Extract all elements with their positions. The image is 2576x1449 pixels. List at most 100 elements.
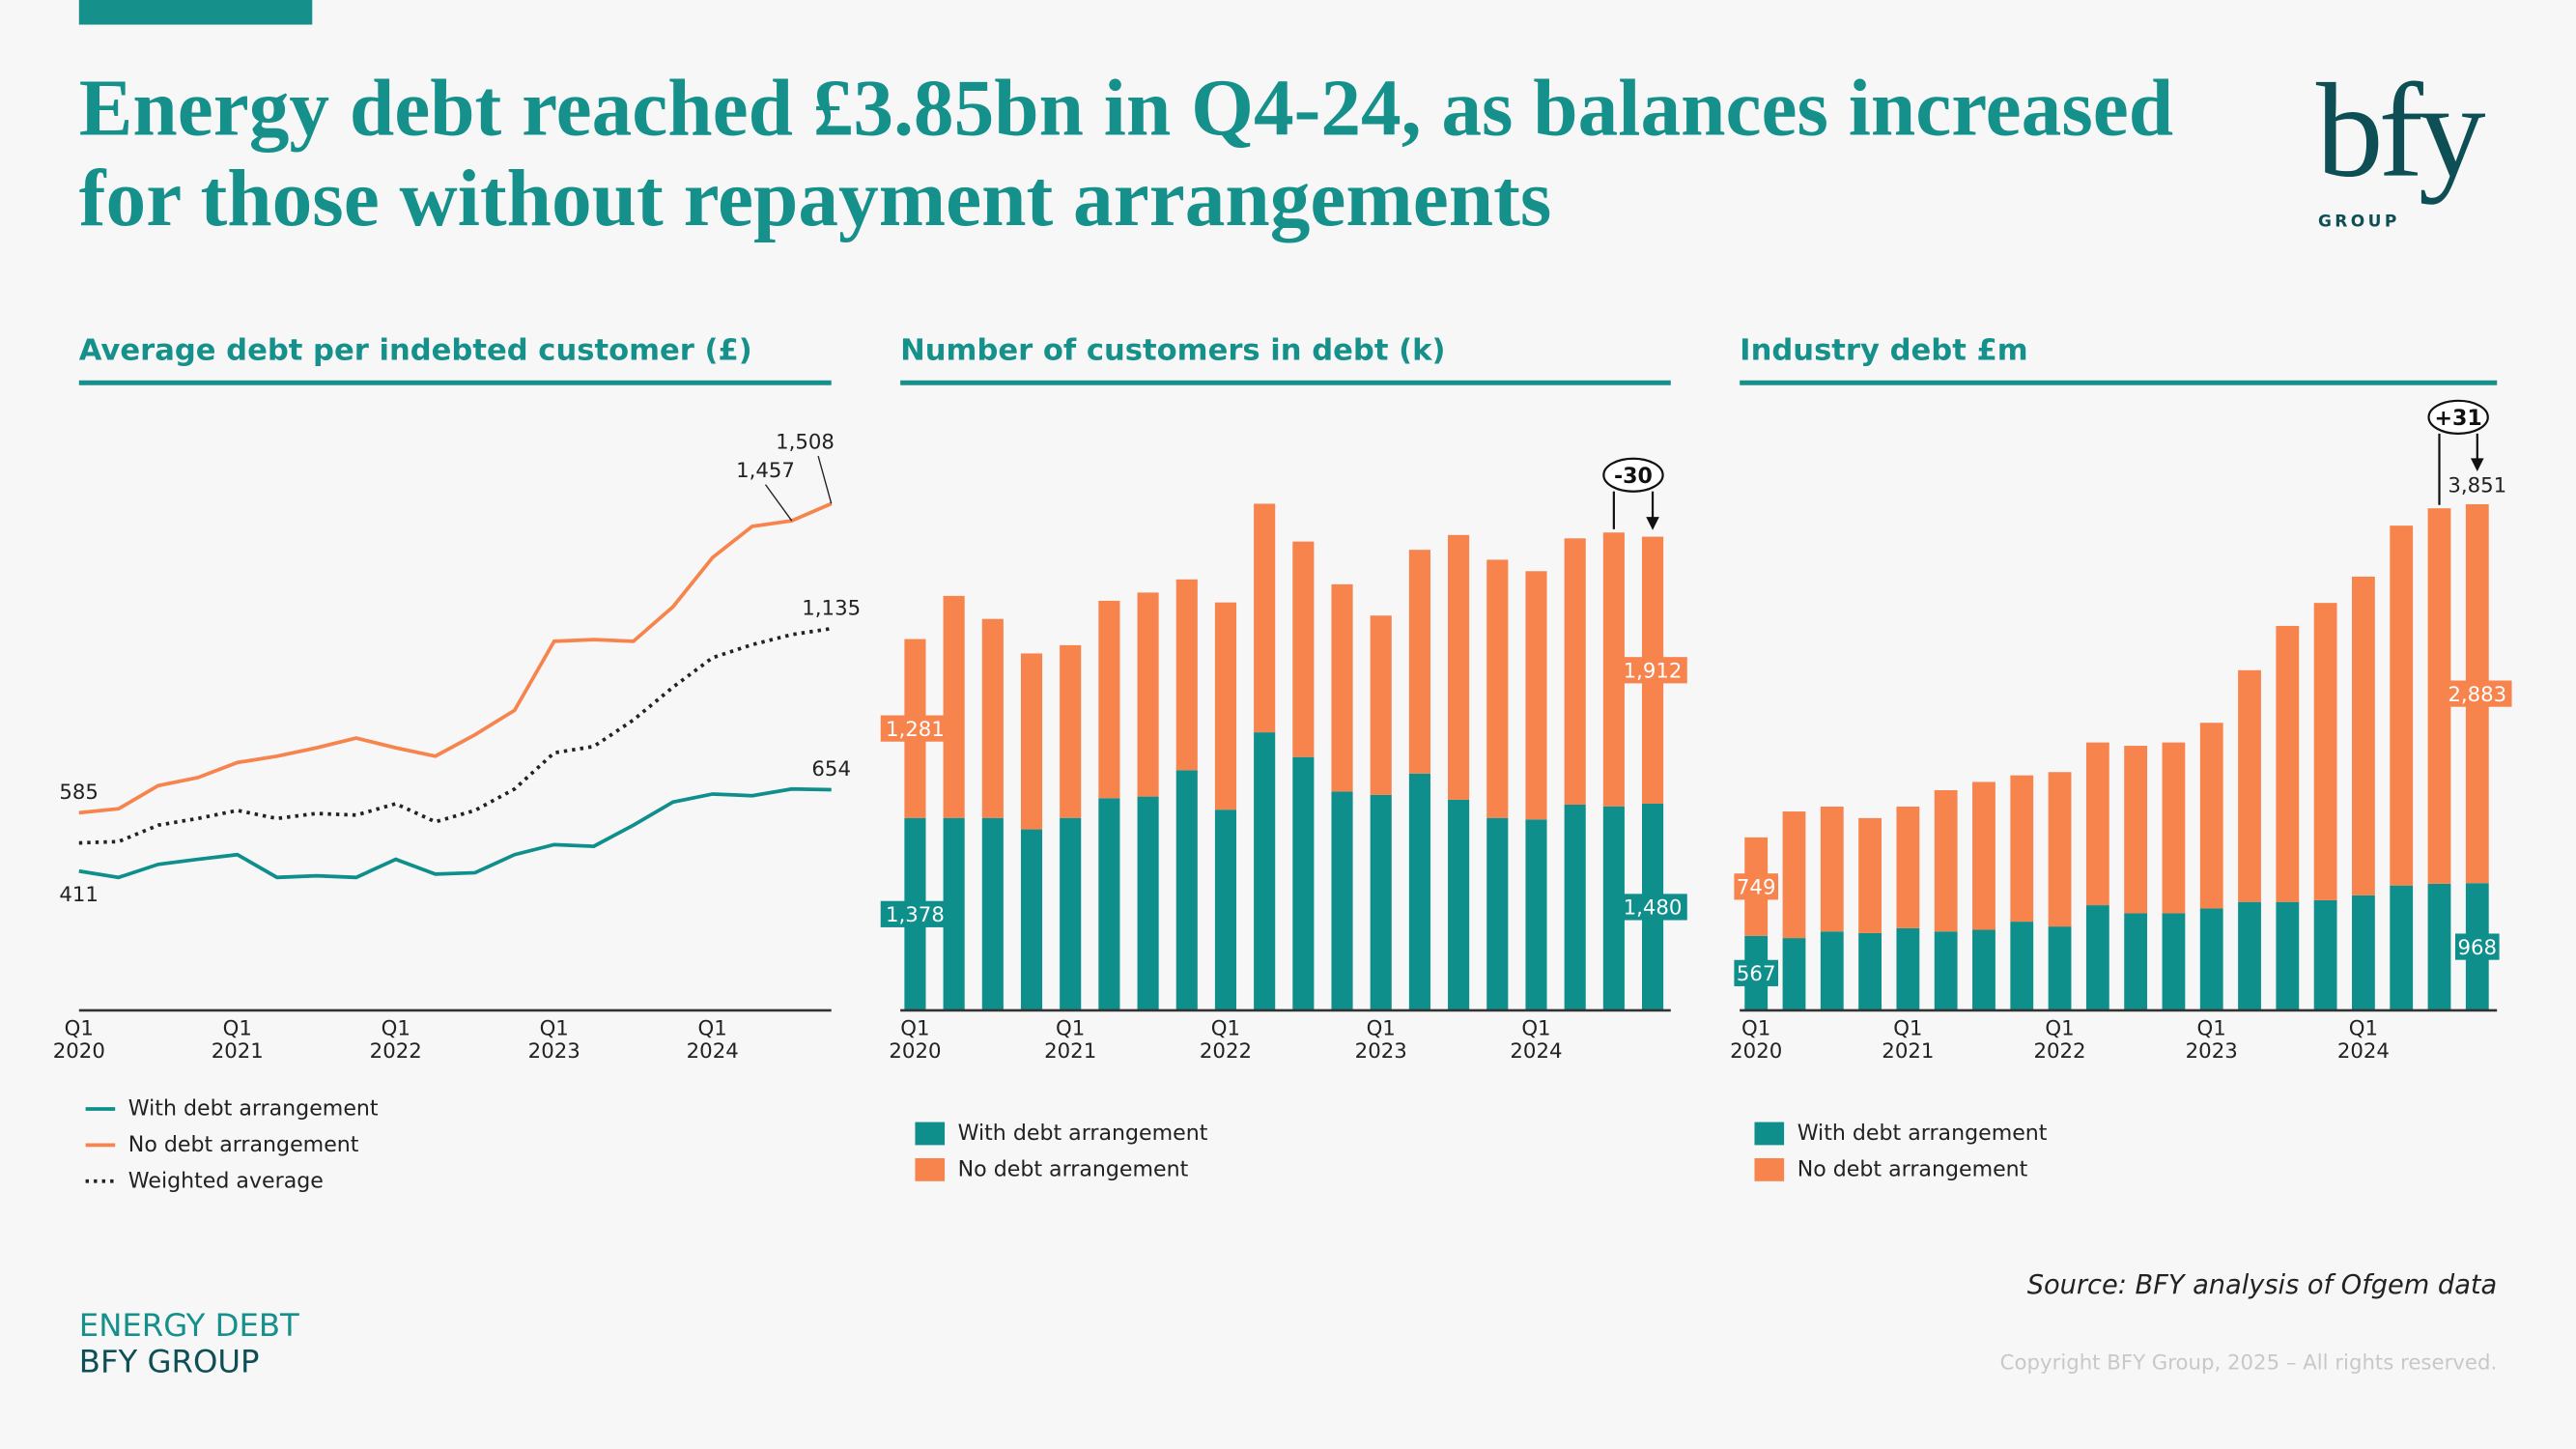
annotation-bubble <box>1602 457 1664 493</box>
bar-segment <box>2238 669 2261 902</box>
bar-segment <box>1060 817 1082 1010</box>
value-label: 749 <box>1737 876 1776 900</box>
x-tick-label: Q1 2021 <box>211 1016 264 1064</box>
bar-segment <box>1820 807 1844 932</box>
bar-segment <box>2427 508 2451 884</box>
legend-label: No debt arrangement <box>128 1132 359 1157</box>
bar-segment <box>1934 790 1958 932</box>
bar-segment <box>943 817 965 1010</box>
x-label-box: Q1 2021 <box>1044 1016 1097 1064</box>
legend-swatch <box>1754 1122 1785 1146</box>
bar-segment <box>1137 796 1159 1010</box>
bar-segment <box>1060 644 1082 818</box>
legend-label: Weighted average <box>128 1168 324 1193</box>
chart-title: Number of customers in debt (k) <box>900 333 1445 367</box>
x-tick-label: Q1 2023 <box>1354 1016 1407 1064</box>
arrow-head <box>1646 517 1659 530</box>
brand-line: ENERGY DEBT <box>79 1307 299 1344</box>
bar-segment <box>1896 927 1920 1010</box>
bar-segment <box>981 618 1004 818</box>
legend-label: No debt arrangement <box>958 1156 1189 1181</box>
legend-label: With debt arrangement <box>128 1095 379 1121</box>
bar-segment <box>2162 913 2186 1010</box>
bar-segment <box>2390 885 2414 1010</box>
bar-segment <box>2276 625 2300 902</box>
bar-segment <box>2085 742 2109 906</box>
bar-segment <box>2048 926 2072 1010</box>
legend-swatch <box>1754 1157 1785 1181</box>
bar-segment <box>1254 732 1276 1010</box>
legend-label: With debt arrangement <box>958 1121 1208 1146</box>
logo-sub: GROUP <box>2318 213 2400 232</box>
x-label-box: Q1 2023 <box>527 1016 580 1064</box>
value-label: 1,135 <box>802 596 861 620</box>
bar-segment <box>1602 532 1625 807</box>
value-label: 1,457 <box>736 459 795 483</box>
x-label-box: Q1 2023 <box>1354 1016 1407 1064</box>
bar-segment <box>1331 583 1353 792</box>
bar-segment <box>1370 615 1392 795</box>
leader-line <box>764 484 793 522</box>
bar-segment <box>1486 817 1509 1010</box>
source: Source: BFY analysis of Ofgem data <box>2027 1270 2497 1300</box>
bar-segment <box>1602 806 1625 1010</box>
x-label-box: Q1 2021 <box>211 1016 264 1064</box>
x-tick-label: Q1 2022 <box>2033 1016 2086 1064</box>
x-tick-label: Q1 2020 <box>889 1016 942 1064</box>
value-label-bg <box>1618 657 1687 684</box>
legend-label: No debt arrangement <box>1798 1156 2028 1181</box>
bar-segment <box>1858 932 1882 1010</box>
bar-segment <box>1972 929 1996 1010</box>
bar-segment <box>2124 746 2148 914</box>
x-tick-label: Q1 2020 <box>52 1016 105 1064</box>
chart-title: Average debt per indebted customer (£) <box>79 333 752 367</box>
annotation: +31 <box>2435 406 2482 431</box>
annotation: -30 <box>1614 464 1653 489</box>
value-label-bg <box>1734 959 1778 986</box>
bar-segment <box>2162 742 2186 914</box>
x-tick-label: Q1 2021 <box>1044 1016 1097 1064</box>
bar-segment <box>2390 526 2414 886</box>
bar-segment <box>1331 791 1353 1010</box>
x-tick-label: Q1 2021 <box>1882 1016 1935 1064</box>
brand-line: BFY GROUP <box>79 1344 260 1380</box>
bar-segment <box>2010 922 2034 1010</box>
annotation-bubble <box>2427 399 2489 435</box>
value-label-bg <box>2443 680 2512 707</box>
value-label-bg <box>880 900 950 927</box>
bar-segment <box>2085 905 2109 1010</box>
x-tick-label: Q1 2023 <box>527 1016 580 1064</box>
bar-segment <box>1292 756 1315 1010</box>
value-label-bg <box>2455 933 2500 960</box>
leader-line <box>817 455 833 504</box>
bar-segment <box>1934 931 1958 1010</box>
bar-segment <box>1896 807 1920 928</box>
bar-segment <box>1214 810 1237 1010</box>
x-tick-label: Q1 2023 <box>2185 1016 2238 1064</box>
copyright: Copyright BFY Group, 2025 – All rights r… <box>2000 1351 2498 1376</box>
title-box: Energy debt reached £3.85bn in Q4-24, as… <box>79 63 2173 243</box>
legend-label: With debt arrangement <box>1798 1121 2048 1146</box>
line-series <box>78 501 833 815</box>
x-tick-label: Q1 2020 <box>1730 1016 1783 1064</box>
accent-bar <box>78 0 313 25</box>
x-label-box: Q1 2020 <box>889 1016 942 1064</box>
x-tick-label: Q1 2022 <box>369 1016 422 1064</box>
value-label-bg <box>880 715 950 742</box>
x-label-box: Q1 2022 <box>1200 1017 1252 1063</box>
bar-segment <box>1525 571 1547 820</box>
logo: bfy <box>2316 57 2486 206</box>
bar-segment <box>2427 883 2451 1010</box>
bar-segment <box>2010 775 2034 923</box>
bar-segment <box>2313 899 2337 1010</box>
value-label: 411 <box>59 883 99 907</box>
bar-segment <box>1820 931 1844 1010</box>
bar-segment <box>2276 901 2300 1010</box>
x-label-box: Q1 2020 <box>1730 1016 1783 1064</box>
x-tick-label: Q1 2024 <box>1510 1016 1563 1064</box>
x-tick-label: Q1 2024 <box>2336 1016 2390 1064</box>
bar-segment <box>2313 603 2337 900</box>
